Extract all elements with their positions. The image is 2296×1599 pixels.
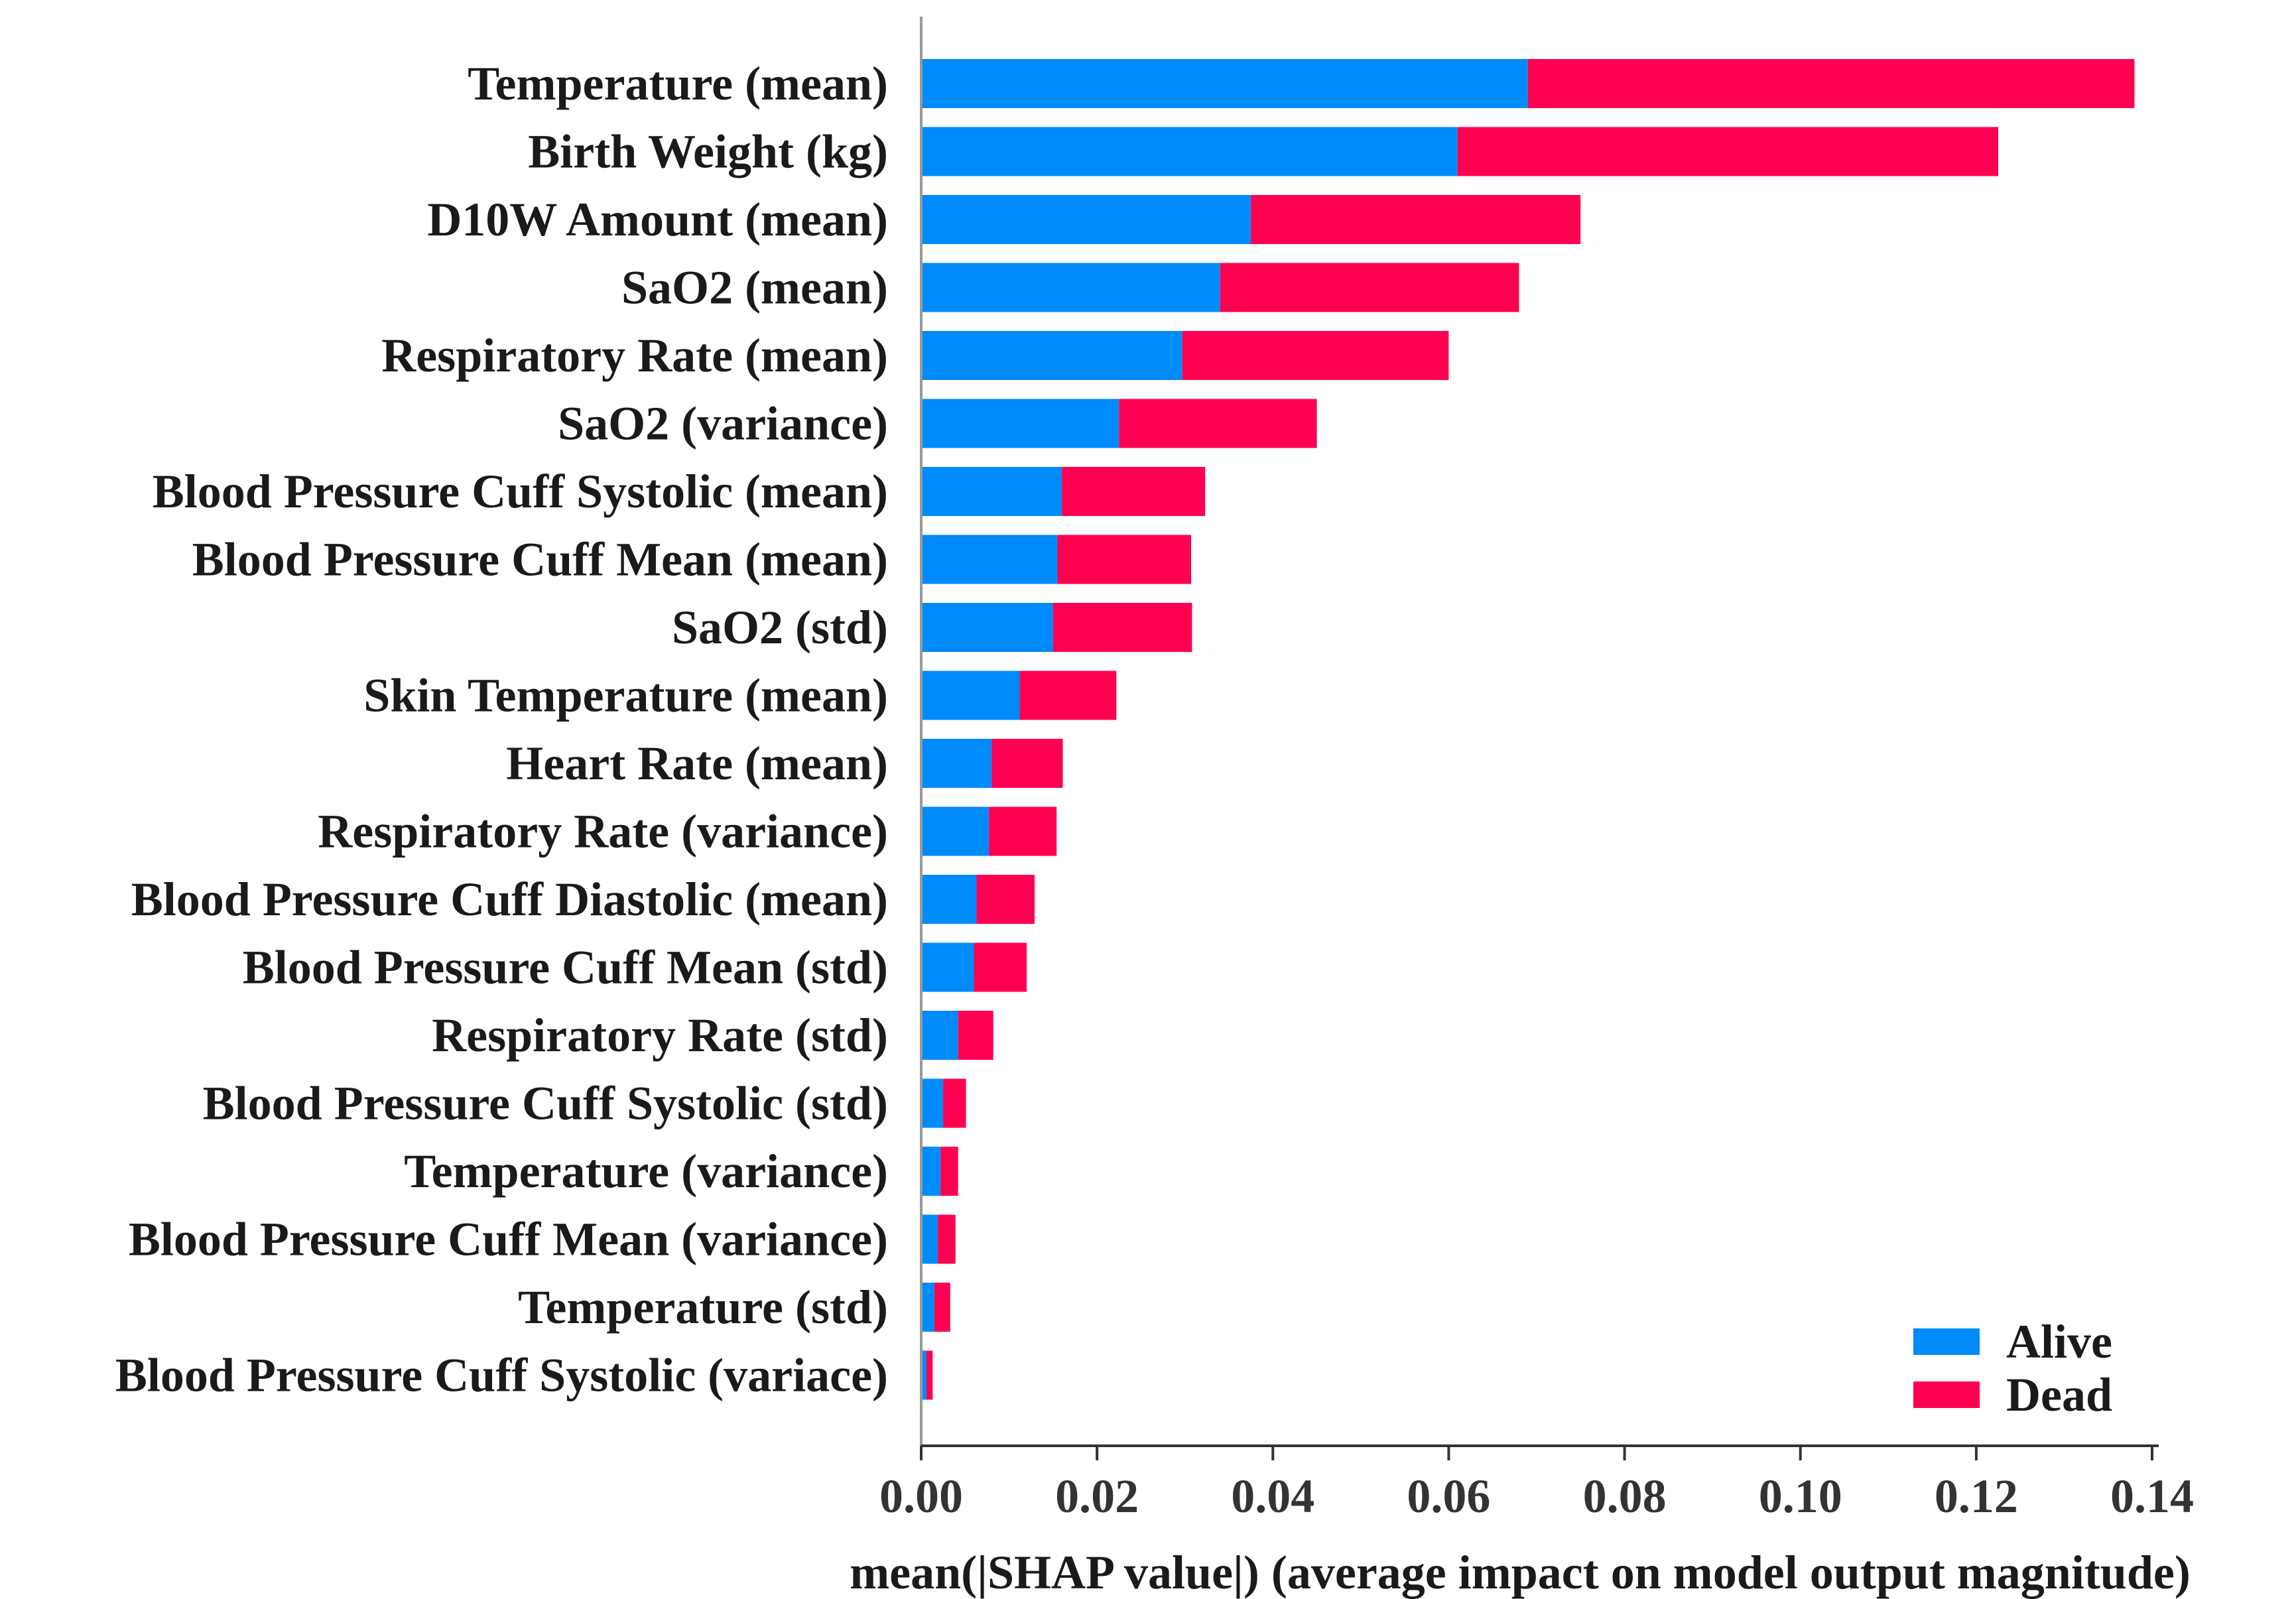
category-label-blood-pressure-cuff-mean-variance: Blood Pressure Cuff Mean (variance) <box>129 1213 888 1266</box>
bar-alive-skin-temperature-mean <box>921 671 1020 720</box>
category-label-blood-pressure-cuff-diastolic-mean: Blood Pressure Cuff Diastolic (mean) <box>131 873 888 926</box>
category-label-skin-temperature-mean: Skin Temperature (mean) <box>363 669 888 722</box>
bar-alive-d10w-amount-mean <box>921 195 1251 244</box>
x-tick-label-0: 0.00 <box>879 1470 963 1523</box>
bar-dead-birth-weight-kg <box>1457 127 1998 176</box>
bar-alive-sao2-std <box>921 603 1053 652</box>
bar-dead-respiratory-rate-mean <box>1182 331 1449 380</box>
legend-label-dead: Dead <box>2006 1368 2112 1421</box>
x-tick-label-6: 0.12 <box>1935 1470 2018 1523</box>
bar-dead-blood-pressure-cuff-mean-mean <box>1057 535 1191 584</box>
category-label-blood-pressure-cuff-systolic-std: Blood Pressure Cuff Systolic (std) <box>203 1077 888 1130</box>
category-label-blood-pressure-cuff-systolic-mean: Blood Pressure Cuff Systolic (mean) <box>153 465 888 518</box>
bar-dead-sao2-mean <box>1220 263 1519 312</box>
legend-label-alive: Alive <box>2006 1315 2112 1368</box>
bar-dead-respiratory-rate-std <box>958 1011 993 1060</box>
bar-alive-blood-pressure-cuff-mean-std <box>921 942 974 992</box>
bar-alive-respiratory-rate-mean <box>921 331 1182 380</box>
bar-dead-sao2-variance <box>1119 399 1317 448</box>
bar-alive-blood-pressure-cuff-mean-variance <box>921 1214 938 1264</box>
category-labels-group: Temperature (mean) Birth Weight (kg) D10W … <box>115 57 888 1402</box>
bar-dead-blood-pressure-cuff-mean-variance <box>938 1214 956 1264</box>
bar-dead-temperature-mean <box>1527 59 2135 108</box>
bar-dead-sao2-std <box>1052 603 1192 652</box>
category-label-respiratory-rate-std: Respiratory Rate (std) <box>432 1009 888 1062</box>
category-label-blood-pressure-cuff-mean-std: Blood Pressure Cuff Mean (std) <box>243 941 888 994</box>
x-tick-label-7: 0.14 <box>2110 1470 2194 1523</box>
bar-alive-sao2-variance <box>921 399 1119 448</box>
bar-alive-respiratory-rate-std <box>921 1011 958 1060</box>
x-tick-label-2: 0.04 <box>1231 1470 1314 1523</box>
bar-alive-temperature-variance <box>921 1147 941 1196</box>
bar-dead-blood-pressure-cuff-systolic-std <box>943 1078 966 1128</box>
bar-dead-blood-pressure-cuff-diastolic-mean <box>976 875 1035 924</box>
bar-dead-temperature-variance <box>940 1147 958 1196</box>
bar-alive-temperature-std <box>921 1283 934 1332</box>
bar-dead-heart-rate-mean <box>991 739 1063 788</box>
bar-alive-heart-rate-mean <box>921 739 992 788</box>
category-label-sao2-variance: SaO2 (variance) <box>558 397 888 450</box>
bar-alive-temperature-mean <box>921 59 1528 108</box>
bar-alive-blood-pressure-cuff-systolic-std <box>921 1078 944 1128</box>
bar-dead-skin-temperature-mean <box>1019 671 1117 720</box>
bar-alive-blood-pressure-cuff-systolic-variace <box>921 1350 926 1400</box>
bar-alive-birth-weight-kg <box>921 127 1458 176</box>
category-label-sao2-mean: SaO2 (mean) <box>621 261 888 314</box>
bar-dead-blood-pressure-cuff-systolic-variace <box>926 1350 933 1400</box>
bar-alive-blood-pressure-cuff-mean-mean <box>921 535 1058 584</box>
x-axis-title: mean(|SHAP value|) (average impact on mo… <box>850 1546 2191 1599</box>
x-tick-label-5: 0.10 <box>1759 1470 1842 1523</box>
category-label-respiratory-rate-variance: Respiratory Rate (variance) <box>318 805 888 858</box>
bar-alive-sao2-mean <box>921 263 1220 312</box>
bar-alive-blood-pressure-cuff-systolic-mean <box>921 467 1062 516</box>
bar-dead-d10w-amount-mean <box>1251 195 1581 244</box>
bar-dead-blood-pressure-cuff-mean-std <box>974 942 1027 992</box>
category-label-temperature-mean: Temperature (mean) <box>468 57 888 110</box>
category-label-birth-weight-kg: Birth Weight (kg) <box>528 125 888 178</box>
bars-group <box>921 59 2135 1400</box>
legend-swatch-alive <box>1913 1328 1980 1355</box>
category-label-respiratory-rate-mean: Respiratory Rate (mean) <box>381 329 888 382</box>
bar-alive-blood-pressure-cuff-diastolic-mean <box>921 875 977 924</box>
bar-dead-blood-pressure-cuff-systolic-mean <box>1062 467 1206 516</box>
x-tick-label-3: 0.06 <box>1407 1470 1490 1523</box>
category-label-d10w-amount-mean: D10W Amount (mean) <box>427 193 888 246</box>
category-label-blood-pressure-cuff-systolic-variace: Blood Pressure Cuff Systolic (variace) <box>115 1349 888 1402</box>
category-label-temperature-std: Temperature (std) <box>518 1281 888 1334</box>
category-label-temperature-variance: Temperature (variance) <box>404 1145 888 1198</box>
bar-alive-respiratory-rate-variance <box>921 806 989 856</box>
legend-swatch-dead <box>1913 1381 1980 1408</box>
category-label-heart-rate-mean: Heart Rate (mean) <box>506 737 888 790</box>
x-tick-label-1: 0.02 <box>1055 1470 1139 1523</box>
category-label-sao2-std: SaO2 (std) <box>672 601 888 654</box>
bar-dead-respiratory-rate-variance <box>989 806 1057 856</box>
bar-dead-temperature-std <box>934 1283 950 1332</box>
x-ticks-group: 0.00 0.02 0.04 0.06 0.08 0.10 0.12 0.14 <box>879 1446 2194 1523</box>
category-label-blood-pressure-cuff-mean-mean: Blood Pressure Cuff Mean (mean) <box>192 533 888 586</box>
x-tick-label-4: 0.08 <box>1583 1470 1667 1523</box>
